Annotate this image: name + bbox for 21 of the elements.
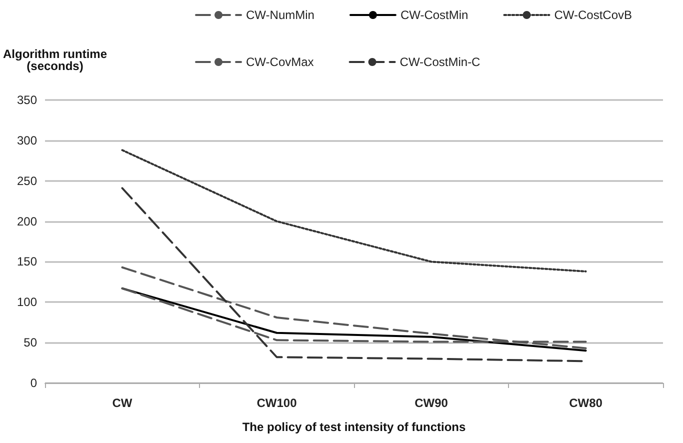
y-tick-label: 50 (24, 336, 38, 350)
x-tick-label: CW80 (569, 396, 603, 410)
x-tick-label: CW100 (256, 396, 298, 410)
y-tick-label: 300 (16, 133, 38, 148)
y-tick-label: 150 (16, 254, 38, 269)
legend-label: CW-NumMin (246, 8, 314, 22)
y-tick-label: 350 (16, 93, 38, 107)
legend-label: CW-CostCovB (554, 8, 632, 22)
y-tick-label: 0 (30, 376, 38, 390)
y-axis-title: Algorithm runtime (seconds) (3, 47, 108, 73)
y-tick-label: 100 (16, 295, 38, 310)
legend-label: CW-CostMin-C (400, 55, 481, 69)
legend-label: CW-CostMin (400, 8, 468, 22)
x-tick-label: CW90 (414, 396, 448, 410)
y-tick-label: 200 (16, 214, 38, 228)
legend-label: CW-CovMax (246, 55, 314, 69)
line-series (121, 149, 587, 272)
x-axis-title: The policy of test intensity of functions (242, 420, 466, 434)
y-tick-label: 250 (16, 174, 38, 188)
line-series (121, 266, 587, 350)
x-tick-label: CW (112, 396, 133, 410)
